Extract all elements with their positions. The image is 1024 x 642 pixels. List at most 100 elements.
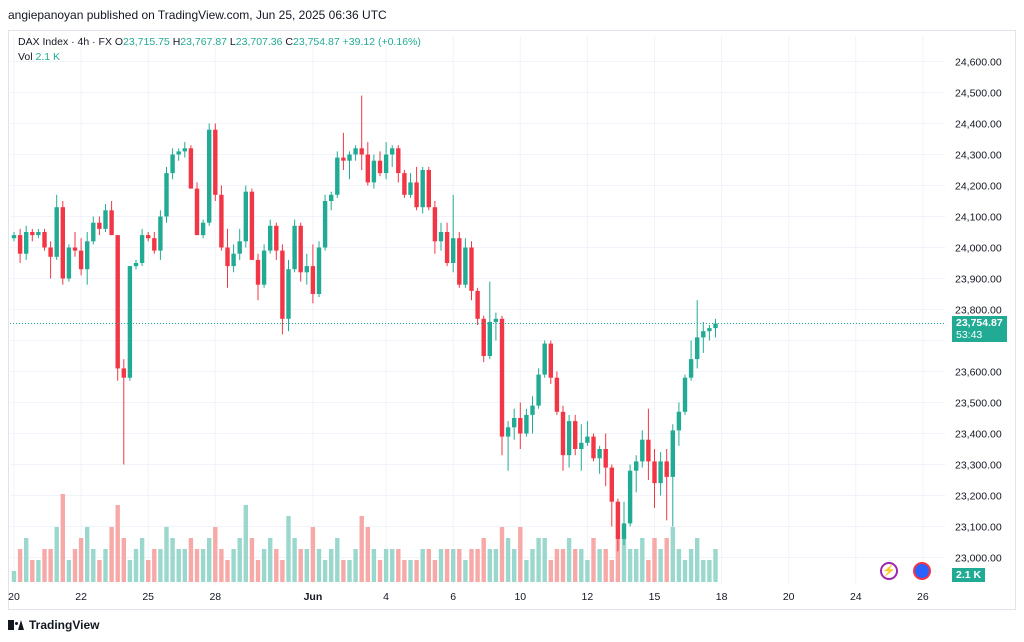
volume-bar: [457, 549, 462, 582]
volume-bar: [670, 527, 675, 582]
candle-body: [634, 461, 639, 471]
candle-body: [30, 232, 35, 236]
candle-body: [438, 232, 444, 242]
candle-body: [493, 318, 499, 322]
candle-body: [707, 328, 712, 332]
volume-bar: [481, 538, 486, 582]
volume-bar: [310, 527, 316, 582]
candle-body: [530, 405, 535, 415]
candle-body: [286, 269, 291, 319]
volume-bar: [469, 549, 474, 582]
candle-body: [695, 337, 700, 360]
volume-bar: [78, 538, 84, 582]
volume-bar: [103, 549, 108, 582]
candle-body: [560, 411, 566, 456]
x-tick-label: 20: [783, 591, 795, 603]
candle-body: [542, 343, 547, 375]
volume-bar: [274, 549, 279, 582]
volume-bar: [115, 505, 120, 582]
y-tick-label: 24,000.00: [955, 243, 1002, 255]
volume-bar: [237, 538, 242, 582]
volume-bar: [627, 549, 633, 582]
volume-bar: [170, 538, 175, 582]
volume-bar: [353, 549, 358, 582]
vol-value: 2.1 K: [35, 51, 61, 63]
volume-bar: [597, 549, 602, 582]
volume-bar: [390, 549, 395, 582]
candle-body: [121, 368, 126, 378]
lightning-icon[interactable]: ⚡: [880, 562, 898, 580]
volume-bar: [268, 538, 273, 582]
volume-bar: [219, 549, 224, 582]
volume-bar: [200, 549, 206, 582]
candle-body: [164, 173, 169, 217]
volume-bar: [261, 549, 267, 582]
low-value: 23,707.36: [235, 36, 283, 48]
y-tick-label: 23,300.00: [955, 460, 1002, 472]
calendar-icon[interactable]: [913, 562, 931, 580]
volume-bar: [36, 560, 41, 582]
candle-body: [72, 247, 78, 251]
x-tick-label: 18: [716, 591, 728, 603]
candle-body: [152, 238, 157, 251]
candle-body: [176, 151, 181, 155]
volume-bar: [329, 549, 334, 582]
x-tick-label: 4: [383, 591, 389, 603]
volume-bar: [701, 560, 706, 582]
volume-bar: [66, 560, 72, 582]
volume-bar: [383, 549, 389, 582]
candle-body: [182, 148, 187, 152]
y-tick-label: 24,500.00: [955, 88, 1002, 100]
candle-body: [292, 225, 297, 270]
candle-body: [390, 148, 395, 155]
volume-bar: [499, 527, 505, 582]
candle-body: [213, 129, 218, 195]
x-tick-label: 28: [209, 591, 221, 603]
candle-body: [274, 225, 279, 251]
volume-bar: [609, 560, 614, 582]
candle-body: [701, 331, 706, 338]
y-tick-label: 24,200.00: [955, 181, 1002, 193]
candle-body: [621, 523, 627, 539]
candle-body: [329, 194, 334, 201]
candle-body: [322, 201, 328, 248]
candle-body: [566, 421, 572, 456]
volume-bar: [255, 560, 261, 582]
volume-bar: [48, 549, 53, 582]
price-axis: 24,600.00 24,500.00 24,400.00 24,300.00 24,2…: [955, 57, 1002, 565]
y-tick-label: 23,400.00: [955, 429, 1002, 441]
candle-body: [573, 421, 578, 449]
volume-bar: [444, 549, 450, 582]
x-tick-label: 6: [450, 591, 456, 603]
volume-bar: [530, 549, 535, 582]
candle-body: [371, 160, 377, 183]
candle-body: [426, 170, 431, 208]
volume-bar: [231, 549, 236, 582]
candle-body: [670, 430, 675, 477]
volume-bar: [524, 560, 529, 582]
candle-body: [377, 160, 383, 174]
volume-bar: [109, 527, 114, 582]
publisher-caption: angiepanoyan published on TradingView.co…: [8, 8, 387, 22]
volume-bar: [438, 549, 444, 582]
volume-bar: [280, 560, 285, 582]
candle-body: [280, 250, 285, 319]
volume-bar: [347, 560, 352, 582]
candle-body: [103, 210, 108, 229]
volume-badge: 2.1 K: [952, 568, 986, 582]
volume-bar: [42, 549, 47, 582]
candle-body: [261, 250, 267, 285]
candle-body: [444, 232, 450, 263]
volume-bar: [512, 549, 517, 582]
candle-body: [487, 321, 492, 356]
volume-bar: [188, 538, 194, 582]
tradingview-logo-icon: [8, 620, 24, 630]
volume-bar: [127, 560, 133, 582]
volume-bar: [60, 494, 65, 582]
legend-symbol: DAX Index · 4h · FX: [18, 36, 112, 48]
volume-bar: [359, 516, 364, 582]
candle-body: [347, 154, 352, 161]
candle-body: [219, 194, 224, 248]
grid-lines: [10, 36, 945, 585]
